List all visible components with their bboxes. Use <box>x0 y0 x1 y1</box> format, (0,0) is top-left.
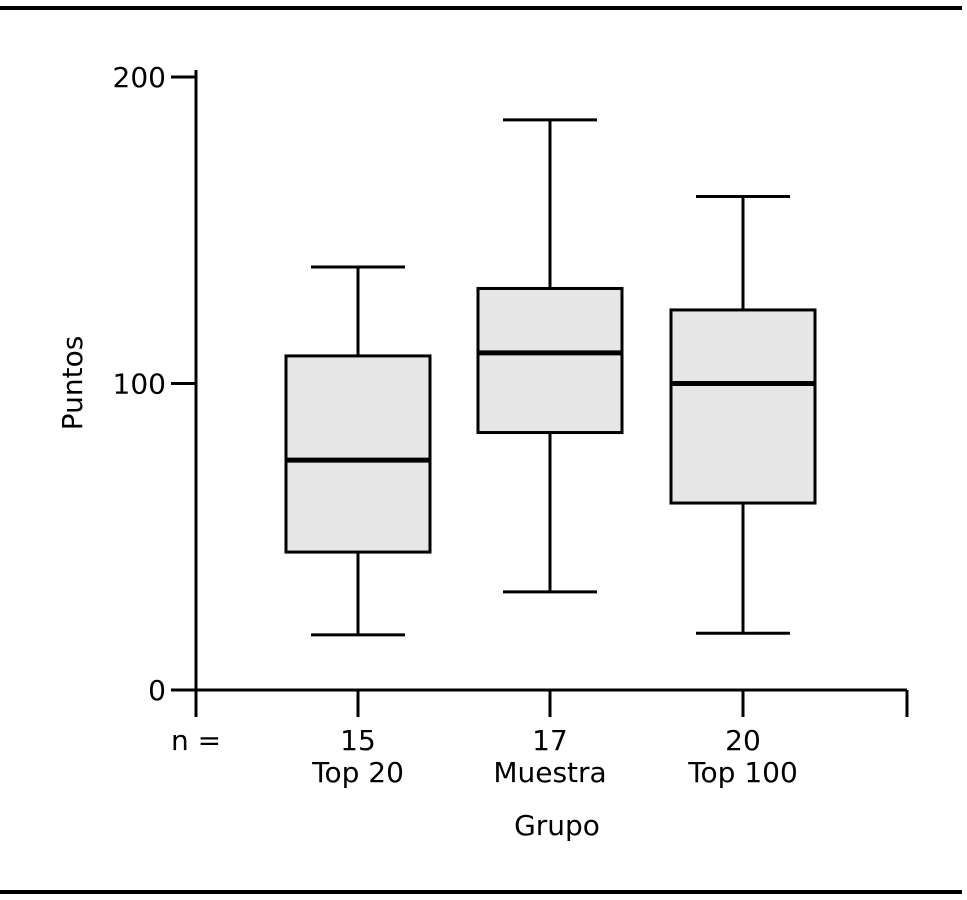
iqr-box <box>669 308 817 505</box>
category-label: Top 20 <box>311 756 404 789</box>
boxes <box>284 118 817 717</box>
category-label: Muestra <box>493 756 606 789</box>
iqr-box <box>476 286 624 435</box>
y-tick-label: 100 <box>113 368 166 401</box>
box-1 <box>284 265 432 717</box>
y-tick-label: 0 <box>148 674 166 707</box>
y-ticks: 0 100 200 <box>113 61 196 707</box>
y-axis-title: Puntos <box>56 336 89 431</box>
iqr-box <box>284 354 432 554</box>
n-count-label: 15 <box>340 724 376 757</box>
box-2 <box>476 118 624 717</box>
category-label: Top 100 <box>687 756 798 789</box>
box-3 <box>669 195 817 717</box>
y-tick-label: 200 <box>113 61 166 94</box>
n-prefix-label: n = <box>171 724 221 757</box>
x-axis-title: Grupo <box>514 809 600 842</box>
n-count-label: 20 <box>725 724 761 757</box>
n-count-label: 17 <box>532 724 568 757</box>
